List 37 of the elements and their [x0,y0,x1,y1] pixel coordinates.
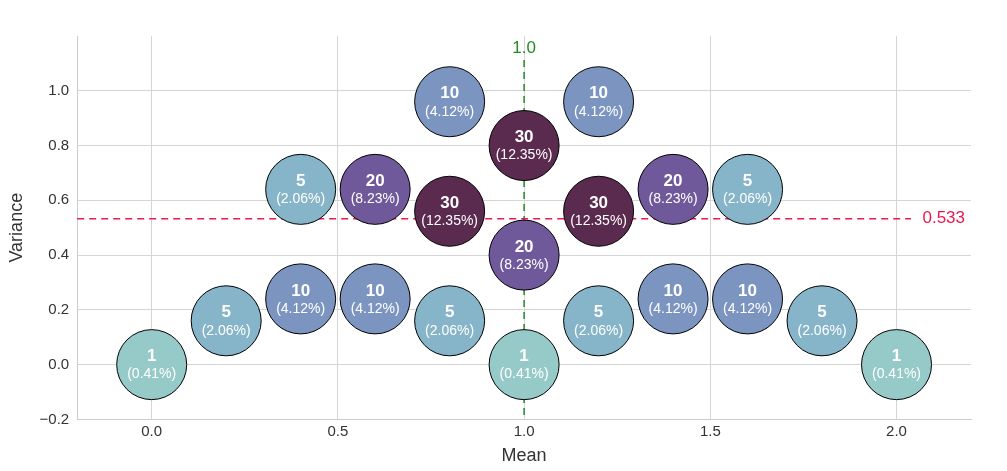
x-tick-label: 1.0 [513,421,535,439]
ref-line-label: 0.533 [922,208,965,228]
data-label: 10 (4.12%) [648,280,698,316]
data-label: 5 (2.06%) [574,302,624,338]
data-label: 5 (2.06%) [723,171,773,207]
data-label: 30 (12.35%) [570,192,627,229]
x-tick-label: 2.0 [886,421,907,439]
data-label: 10 (4.12%) [425,83,475,119]
y-tick-label: 0.4 [48,245,70,263]
data-label: 20 (8.23%) [350,171,400,207]
data-label: 5 (2.06%) [797,302,847,338]
y-axis-title: Variance [5,192,26,263]
y-tick-label: 1.0 [48,80,70,98]
data-label: 5 (2.06%) [425,302,475,338]
y-tick-label: 0.6 [48,190,70,208]
y-tick-label: 0.0 [48,354,70,372]
data-label: 10 (4.12%) [276,280,326,316]
data-label: 30 (12.35%) [421,192,479,229]
data-label: 5 (2.06%) [276,171,326,207]
y-tick-label: 0.2 [48,300,70,317]
x-tick-label: 0.0 [141,421,163,439]
data-label: 20 (8.23%) [499,236,549,272]
data-label: 5 (2.06%) [201,302,251,338]
data-label: 10 (4.12%) [723,280,773,316]
x-axis-title: Mean [501,445,547,466]
y-tick-label: 0.8 [48,135,70,153]
data-label: 20 (8.23%) [648,171,698,207]
y-tick-label: −0.2 [39,409,70,427]
data-label: 30 (12.35%) [495,127,553,163]
data-label: 1 (0.41%) [872,346,922,382]
x-tick-label: 1.5 [699,421,721,439]
x-tick-label: 0.5 [327,421,349,439]
data-label: 10 (4.12%) [350,280,400,316]
ref-line-label: 1.0 [512,38,536,58]
data-label: 10 (4.12%) [574,83,624,119]
data-label: 1 (0.41%) [499,346,549,382]
data-label: 1 (0.41%) [127,346,177,382]
